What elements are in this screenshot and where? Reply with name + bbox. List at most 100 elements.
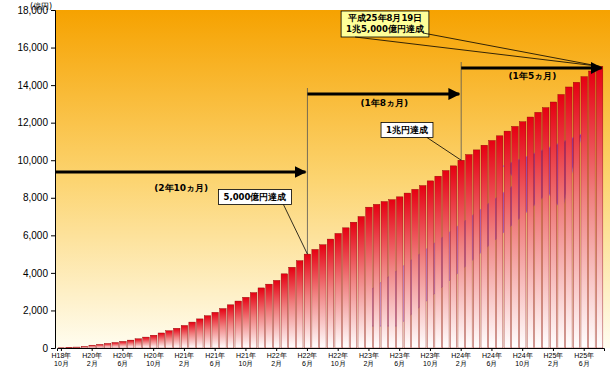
bar (74, 347, 81, 348)
x-tick-label-line: 6月 (579, 360, 590, 367)
callout-box (381, 123, 433, 138)
y-tick-label: 6,000 (23, 230, 48, 241)
x-tick-label-line: 10月 (423, 360, 438, 367)
callout-leader (283, 205, 307, 255)
bar (435, 176, 442, 348)
x-tick-label: H22年10月 (328, 352, 348, 367)
x-tick-label-line: 6月 (486, 360, 497, 367)
bars (58, 66, 603, 348)
x-tick-label-line: 6月 (117, 360, 128, 367)
x-tick: H22年10月 (328, 348, 348, 367)
y-tick-label: 0 (42, 343, 48, 354)
period-arrow (55, 171, 305, 174)
bar (350, 222, 357, 348)
callout: 平成25年8月19日1兆5,000億円達成 (341, 11, 429, 37)
bar (189, 322, 196, 348)
bar (212, 312, 219, 348)
callout: 5,000億円達成 (219, 190, 292, 205)
x-tick-label: H21年6月 (205, 352, 225, 367)
callout-box (219, 190, 292, 205)
bar (150, 335, 157, 348)
y-tick-mark (51, 273, 55, 274)
bar (489, 141, 496, 348)
bar (197, 319, 204, 348)
y-tick-mark (51, 123, 55, 124)
bar (381, 202, 388, 348)
callout-text: 1兆円達成 (386, 125, 428, 135)
x-tick-mark (276, 348, 277, 351)
chart: 02,0004,0006,0008,00010,00012,00014,0001… (0, 0, 614, 381)
x-tick: H18年10月 (51, 348, 71, 367)
annotations: (2年10ヵ月)(1年8ヵ月)(1年5ヵ月)5,000億円達成1兆円達成平成25… (55, 11, 602, 254)
x-tick: H24年2月 (451, 348, 471, 367)
y-tick: 12,000 (17, 117, 55, 128)
callout-text: 1兆5,000億円達成 (346, 24, 424, 34)
bar (458, 160, 465, 348)
y-tick-label: 8,000 (23, 192, 48, 203)
bar (227, 305, 234, 348)
bar (89, 345, 96, 348)
y-tick-label: 10,000 (17, 155, 48, 166)
y-tick: 2,000 (23, 305, 55, 316)
bar (304, 254, 311, 348)
x-tick-label-line: H23年 (359, 352, 379, 359)
x-tick: H21年6月 (205, 348, 225, 367)
callout-text: 平成25年8月19日 (347, 13, 423, 23)
x-tick-mark (491, 348, 492, 351)
x-tick-label-line: 2月 (271, 360, 282, 367)
bar (466, 155, 473, 348)
period-arrow (461, 67, 601, 70)
x-tick-label: H25年2月 (544, 352, 564, 367)
bar (158, 333, 165, 348)
y-axis: 02,0004,0006,0008,00010,00012,00014,0001… (17, 5, 55, 354)
x-tick-mark (338, 348, 339, 351)
x-axis: H18年10月H20年2月H20年6月H20年10月H21年2月H21年6月H2… (51, 348, 604, 367)
x-tick: H22年2月 (267, 348, 287, 367)
x-tick-label: H21年10月 (236, 352, 256, 367)
bar (112, 343, 119, 348)
bar (535, 112, 542, 348)
bar (373, 204, 380, 348)
bar (250, 293, 257, 348)
bar (204, 316, 211, 348)
bar (573, 82, 580, 348)
x-tick-mark (430, 348, 431, 351)
x-tick-label-line: H25年 (574, 352, 594, 359)
x-tick-label-line: H23年 (390, 352, 410, 359)
x-tick: H21年2月 (175, 348, 195, 367)
bar (481, 145, 488, 348)
bar (496, 136, 503, 348)
period-divider (307, 88, 308, 254)
x-tick: H23年6月 (390, 348, 410, 367)
x-tick-mark (368, 348, 369, 351)
x-tick-label-line: 2月 (87, 360, 98, 367)
plot-background (55, 10, 610, 348)
bar (266, 284, 273, 348)
x-tick-label-line: 2月 (179, 360, 190, 367)
x-tick-label: H20年2月 (82, 352, 102, 367)
y-axis-line (51, 11, 56, 349)
bar (519, 122, 526, 348)
x-tick-label: H21年2月 (175, 352, 195, 367)
y-tick-mark (51, 85, 55, 86)
callout-box (341, 11, 429, 37)
x-tick-label-line: 6月 (302, 360, 313, 367)
x-tick-label: H22年2月 (267, 352, 287, 367)
x-tick-label: H23年2月 (359, 352, 379, 367)
x-tick-label: H20年6月 (113, 352, 133, 367)
x-tick-label-line: H22年 (298, 352, 318, 359)
x-tick-label-line: 10月 (239, 360, 254, 367)
x-tick-label-line: H24年 (482, 352, 502, 359)
bar (343, 228, 350, 348)
bar (281, 274, 288, 348)
bar (66, 347, 73, 348)
bar (81, 346, 88, 348)
callout-leader (355, 37, 599, 66)
bar (312, 249, 319, 348)
bar (135, 339, 142, 348)
x-tick-mark (215, 348, 216, 351)
bar (443, 171, 450, 348)
x-tick-mark (92, 348, 93, 351)
x-tick-label-line: 2月 (363, 360, 374, 367)
bar (58, 347, 65, 348)
